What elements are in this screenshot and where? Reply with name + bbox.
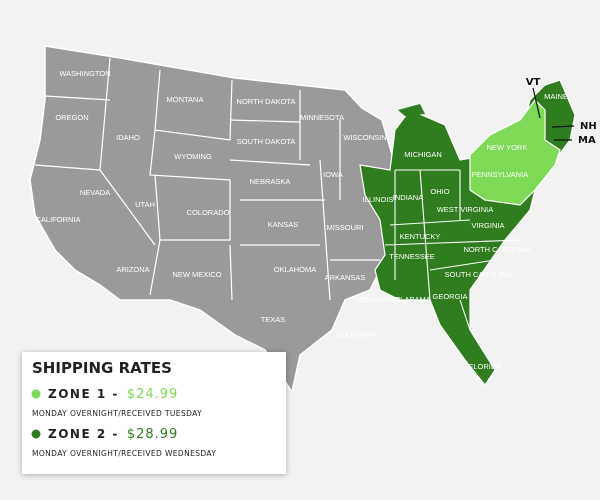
callout-line (551, 125, 575, 128)
state-label: MONTANA (167, 95, 204, 104)
us-base (29, 45, 396, 394)
callout-label: NH (580, 121, 597, 132)
state-borders (34, 57, 380, 301)
state-label: MISSOURI (326, 223, 363, 232)
state-label: TEXAS (261, 315, 286, 324)
state-label: NORTH DAKOTA (237, 97, 296, 106)
zone-note: MONDAY OVERNIGHT/RECEIVED TUESDAY (32, 409, 202, 418)
state-label: LOUISIANA (337, 330, 377, 339)
state-label: IOWA (323, 170, 343, 179)
zone-1-region (469, 99, 561, 206)
state-label: WYOMING (174, 152, 212, 161)
state-label: KANSAS (268, 220, 298, 229)
state-label: VIRGINIA (472, 221, 505, 230)
state-label: GEORGIA (432, 292, 467, 301)
state-label: NORTH CAROLINA (464, 245, 531, 254)
state-label: INDIANA (393, 193, 423, 202)
state-label: NEW YORK (487, 143, 528, 152)
state-label: WISCONSIN (343, 133, 386, 142)
state-label: OREGON (55, 113, 88, 122)
callouts: VT NH MA (526, 77, 597, 146)
state-label: TENNESSEE (389, 252, 434, 261)
zone-price: $28.99 (127, 427, 179, 442)
state-label: NEW MEXICO (172, 270, 221, 279)
state-label: MICHIGAN (404, 150, 442, 159)
callout-line (532, 87, 541, 119)
state-label: COLORADO (187, 208, 230, 217)
state-label: UTAH (135, 200, 155, 209)
state-label: NEVADA (80, 188, 110, 197)
zone-label: ZONE 2 - (48, 427, 119, 441)
state-label: PENNSYLVANIA (472, 170, 528, 179)
state-label: OHIO (430, 187, 449, 196)
callout-label: VT (526, 77, 541, 88)
state-label: SOUTH CAROLINA (445, 270, 512, 279)
legend-box (22, 352, 286, 474)
state-label: MISSISSIPPI (356, 295, 401, 304)
state-label: WASHINGTON (59, 69, 110, 78)
state-label: MINNESOTA (300, 113, 344, 122)
state-label: IDAHO (116, 133, 140, 142)
state-label: ILLINOIS (363, 195, 394, 204)
state-label: SOUTH DAKOTA (237, 137, 296, 146)
zone-2-up (398, 104, 425, 116)
zone-label: ZONE 1 - (48, 387, 119, 401)
state-label: NEBRASKA (250, 177, 291, 186)
zone-note: MONDAY OVERNIGHT/RECEIVED WEDNESDAY (32, 449, 216, 458)
zone-price: $24.99 (127, 387, 179, 402)
state-label: CALIFORNIA (35, 215, 80, 224)
zone-dot (31, 429, 41, 439)
zone-dot (31, 389, 41, 399)
callout-label: MA (578, 135, 596, 146)
state-label: ALABAMA (395, 295, 430, 304)
state-label: KENTUCKY (400, 232, 441, 241)
state-label: FLORIDA (469, 362, 502, 371)
state-label: ARIZONA (116, 265, 149, 274)
state-label: OKLAHOMA (274, 265, 317, 274)
state-label: ARKANSAS (325, 273, 366, 282)
state-label: WEST VIRGINIA (437, 205, 494, 214)
legend-zones: ZONE 1 - $24.99 MONDAY OVERNIGHT/RECEIVED … (31, 387, 216, 458)
state-labels: WASHINGTON OREGON IDAHO MONTANA WYOMING NORTH… (35, 69, 567, 371)
east-borders (384, 169, 521, 331)
legend-title: SHIPPING RATES (32, 359, 172, 377)
state-label: MAINE (544, 92, 568, 101)
